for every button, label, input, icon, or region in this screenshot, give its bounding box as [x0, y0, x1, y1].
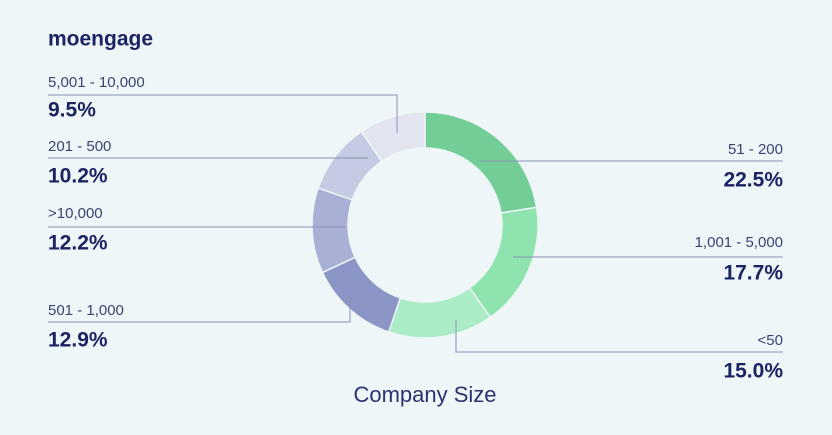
- category-label: 201 - 500: [48, 138, 111, 155]
- category-label: 1,001 - 5,000: [695, 234, 783, 251]
- brand-logo: moengage: [48, 28, 153, 51]
- value-label: 9.5%: [48, 99, 96, 122]
- value-label: 12.2%: [48, 232, 108, 255]
- category-label: 501 - 1,000: [48, 302, 124, 319]
- leader-line: [455, 320, 783, 353]
- donut-slice: [311, 187, 357, 274]
- leader-line: [48, 298, 351, 323]
- category-label: >10,000: [48, 205, 103, 222]
- value-label: 22.5%: [723, 169, 783, 192]
- chart-title: Company Size: [353, 382, 496, 407]
- category-label: <50: [758, 332, 783, 349]
- value-label: 17.7%: [723, 262, 783, 285]
- value-label: 15.0%: [723, 360, 783, 383]
- value-label: 10.2%: [48, 165, 108, 188]
- donut-slice: [360, 111, 426, 163]
- leader-line: [48, 94, 398, 133]
- category-label: 5,001 - 10,000: [48, 74, 145, 91]
- value-label: 12.9%: [48, 329, 108, 352]
- category-label: 51 - 200: [728, 141, 783, 158]
